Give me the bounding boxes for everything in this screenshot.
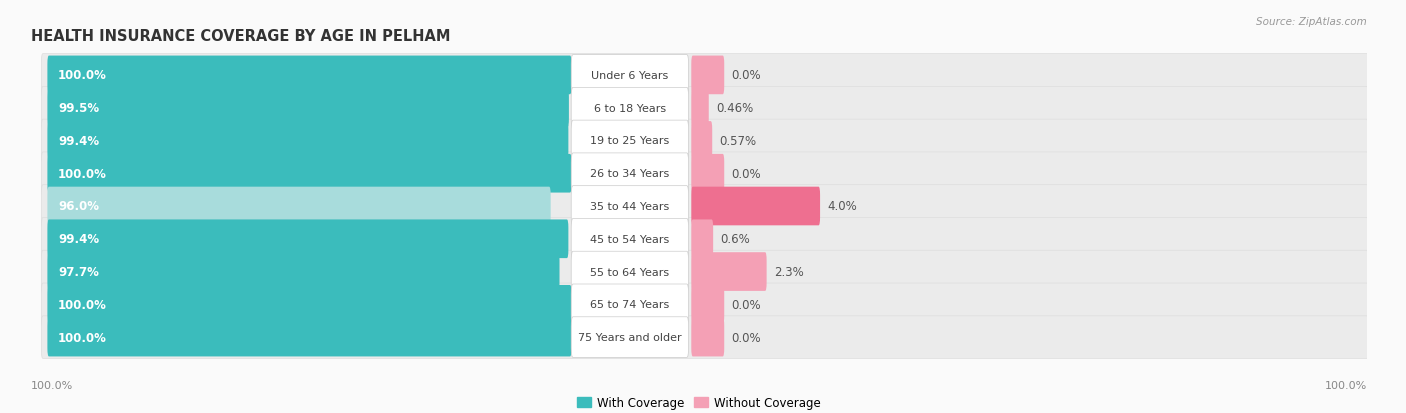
FancyBboxPatch shape — [692, 220, 713, 259]
FancyBboxPatch shape — [48, 318, 571, 356]
FancyBboxPatch shape — [48, 187, 551, 226]
FancyBboxPatch shape — [692, 285, 724, 324]
FancyBboxPatch shape — [41, 218, 1368, 261]
FancyBboxPatch shape — [571, 284, 689, 325]
Text: 0.0%: 0.0% — [731, 298, 762, 311]
FancyBboxPatch shape — [48, 253, 560, 291]
Text: 97.7%: 97.7% — [58, 266, 98, 278]
Text: 100.0%: 100.0% — [58, 167, 107, 180]
FancyBboxPatch shape — [48, 285, 571, 324]
Text: 4.0%: 4.0% — [828, 200, 858, 213]
Text: Source: ZipAtlas.com: Source: ZipAtlas.com — [1256, 17, 1367, 26]
Text: 0.0%: 0.0% — [731, 331, 762, 344]
FancyBboxPatch shape — [571, 55, 689, 96]
FancyBboxPatch shape — [571, 121, 689, 161]
FancyBboxPatch shape — [692, 253, 766, 291]
FancyBboxPatch shape — [48, 89, 569, 128]
Text: 0.46%: 0.46% — [716, 102, 754, 115]
FancyBboxPatch shape — [571, 252, 689, 292]
FancyBboxPatch shape — [48, 220, 568, 259]
Text: 35 to 44 Years: 35 to 44 Years — [591, 202, 669, 211]
FancyBboxPatch shape — [692, 89, 709, 128]
Text: 99.4%: 99.4% — [58, 233, 98, 246]
Text: HEALTH INSURANCE COVERAGE BY AGE IN PELHAM: HEALTH INSURANCE COVERAGE BY AGE IN PELH… — [31, 29, 450, 44]
FancyBboxPatch shape — [571, 154, 689, 194]
Text: 100.0%: 100.0% — [58, 69, 107, 82]
FancyBboxPatch shape — [41, 251, 1368, 293]
FancyBboxPatch shape — [48, 122, 568, 160]
FancyBboxPatch shape — [571, 88, 689, 129]
Text: 0.0%: 0.0% — [731, 167, 762, 180]
Text: 100.0%: 100.0% — [31, 380, 73, 390]
Text: 2.3%: 2.3% — [775, 266, 804, 278]
Text: 99.4%: 99.4% — [58, 135, 98, 147]
Text: 45 to 54 Years: 45 to 54 Years — [591, 234, 669, 244]
FancyBboxPatch shape — [571, 219, 689, 259]
Text: 26 to 34 Years: 26 to 34 Years — [591, 169, 669, 179]
Text: Under 6 Years: Under 6 Years — [592, 71, 668, 81]
FancyBboxPatch shape — [692, 318, 724, 356]
FancyBboxPatch shape — [571, 186, 689, 227]
Text: 100.0%: 100.0% — [58, 298, 107, 311]
FancyBboxPatch shape — [41, 283, 1368, 326]
Text: 6 to 18 Years: 6 to 18 Years — [593, 103, 666, 114]
FancyBboxPatch shape — [41, 185, 1368, 228]
Text: 100.0%: 100.0% — [58, 331, 107, 344]
Text: 100.0%: 100.0% — [1324, 380, 1367, 390]
FancyBboxPatch shape — [692, 154, 724, 193]
FancyBboxPatch shape — [48, 154, 571, 193]
Text: 65 to 74 Years: 65 to 74 Years — [591, 299, 669, 310]
FancyBboxPatch shape — [571, 317, 689, 358]
FancyBboxPatch shape — [692, 57, 724, 95]
Text: 0.6%: 0.6% — [721, 233, 751, 246]
FancyBboxPatch shape — [41, 120, 1368, 162]
Text: 0.0%: 0.0% — [731, 69, 762, 82]
Text: 19 to 25 Years: 19 to 25 Years — [591, 136, 669, 146]
FancyBboxPatch shape — [692, 187, 820, 226]
Text: 99.5%: 99.5% — [58, 102, 98, 115]
FancyBboxPatch shape — [48, 57, 571, 95]
FancyBboxPatch shape — [41, 55, 1368, 97]
Text: 0.57%: 0.57% — [720, 135, 756, 147]
FancyBboxPatch shape — [41, 87, 1368, 130]
Legend: With Coverage, Without Coverage: With Coverage, Without Coverage — [572, 392, 825, 413]
FancyBboxPatch shape — [692, 122, 713, 160]
Text: 75 Years and older: 75 Years and older — [578, 332, 682, 342]
Text: 55 to 64 Years: 55 to 64 Years — [591, 267, 669, 277]
FancyBboxPatch shape — [41, 152, 1368, 195]
Text: 96.0%: 96.0% — [58, 200, 98, 213]
FancyBboxPatch shape — [41, 316, 1368, 358]
